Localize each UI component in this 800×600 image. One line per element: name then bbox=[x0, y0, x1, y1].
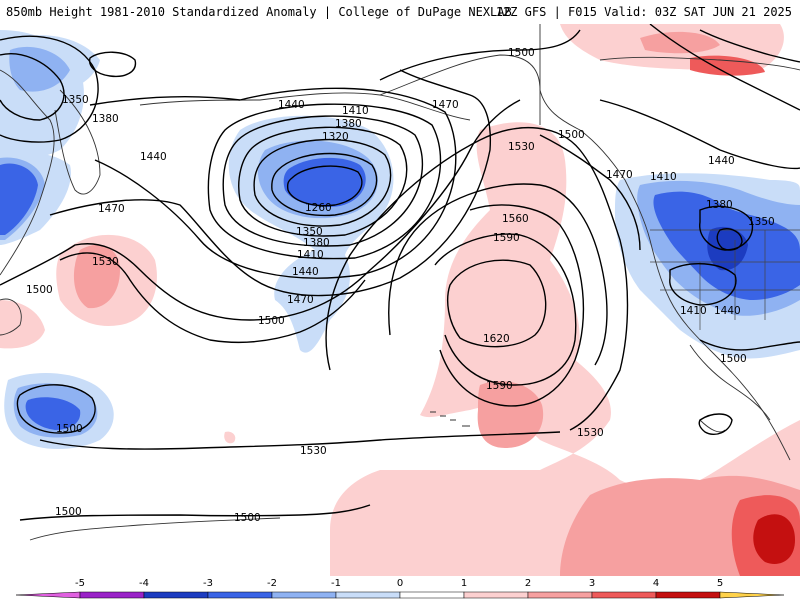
colorbar-segment bbox=[207, 591, 273, 599]
colorbar-tick-label: -1 bbox=[331, 578, 341, 589]
contour-label: 1440 bbox=[714, 305, 741, 317]
contour-label: 1500 bbox=[26, 284, 53, 296]
contour-label: 1530 bbox=[92, 256, 119, 268]
state-borders bbox=[650, 229, 800, 330]
colorbar-tick-label: -2 bbox=[267, 578, 277, 589]
colorbar-ticks: -5 -4 -3 -2 -1 0 1 2 3 4 5 bbox=[75, 578, 723, 589]
contour-label: 1470 bbox=[606, 169, 633, 181]
contour-label: 1470 bbox=[432, 99, 459, 111]
contour-label: 1260 bbox=[305, 202, 332, 214]
contour-label: 1410 bbox=[650, 171, 677, 183]
contour-label: 1350 bbox=[748, 216, 775, 228]
colorbar-segment bbox=[591, 591, 657, 599]
colorbar-tick-label: 2 bbox=[525, 578, 531, 589]
contour-label: 1410 bbox=[680, 305, 707, 317]
colorbar-low-arrow bbox=[15, 591, 81, 599]
contour-label: 1380 bbox=[303, 237, 330, 249]
colorbar-segments bbox=[15, 591, 785, 599]
contour-label: 1380 bbox=[706, 199, 733, 211]
contour-label: 1530 bbox=[300, 445, 327, 457]
anomaly-colorbar: -5 -4 -3 -2 -1 0 1 2 3 4 5 bbox=[0, 576, 800, 600]
contour-labels: 1350 1380 1440 1470 1500 1530 1320 1380 … bbox=[26, 47, 775, 524]
colorbar-tick-label: -5 bbox=[75, 578, 85, 589]
contour-label: 1500 bbox=[234, 512, 261, 524]
colorbar-segment bbox=[399, 591, 465, 599]
map-title: 850mb Height 1981-2010 Standardized Anom… bbox=[6, 5, 512, 19]
positive-anomaly-shading bbox=[0, 24, 800, 576]
contour-label: 1440 bbox=[278, 99, 305, 111]
contour-label: 1590 bbox=[493, 232, 520, 244]
colorbar-segment bbox=[527, 591, 593, 599]
contour-label: 1350 bbox=[296, 226, 323, 238]
colorbar-tick-label: 4 bbox=[653, 578, 659, 589]
contour-label: 1410 bbox=[342, 105, 369, 117]
contour-label: 1380 bbox=[92, 113, 119, 125]
colorbar-segment bbox=[271, 591, 337, 599]
colorbar-tick-label: 1 bbox=[461, 578, 467, 589]
colorbar-segment bbox=[335, 591, 401, 599]
contour-label: 1440 bbox=[292, 266, 319, 278]
contour-label: 1560 bbox=[502, 213, 529, 225]
colorbar-segment bbox=[79, 591, 145, 599]
contour-label: 1620 bbox=[483, 333, 510, 345]
map-header: 850mb Height 1981-2010 Standardized Anom… bbox=[0, 0, 800, 24]
colorbar-tick-label: -4 bbox=[139, 578, 149, 589]
contour-label: 1500 bbox=[720, 353, 747, 365]
colorbar-segment bbox=[143, 591, 209, 599]
contour-label: 1470 bbox=[287, 294, 314, 306]
colorbar-tick-label: 0 bbox=[397, 578, 403, 589]
colorbar-tick-label: 5 bbox=[717, 578, 723, 589]
anomaly-map: 1350 1380 1440 1470 1500 1530 1320 1380 … bbox=[0, 24, 800, 576]
contour-label: 1530 bbox=[577, 427, 604, 439]
contour-label: 1500 bbox=[508, 47, 535, 59]
colorbar-segment bbox=[463, 591, 529, 599]
model-run-info: 12Z GFS | F015 Valid: 03Z SAT JUN 21 202… bbox=[495, 5, 792, 19]
negative-anomaly-shading bbox=[0, 30, 800, 449]
contour-label: 1500 bbox=[56, 423, 83, 435]
contour-label: 1440 bbox=[140, 151, 167, 163]
contour-label: 1590 bbox=[486, 380, 513, 392]
contour-label: 1410 bbox=[297, 249, 324, 261]
contour-label: 1530 bbox=[508, 141, 535, 153]
contour-label: 1380 bbox=[335, 118, 362, 130]
colorbar-tick-label: -3 bbox=[203, 578, 213, 589]
colorbar-segment bbox=[655, 591, 721, 599]
contour-label: 1350 bbox=[62, 94, 89, 106]
contour-label: 1500 bbox=[55, 506, 82, 518]
colorbar-tick-label: 3 bbox=[589, 578, 595, 589]
contour-label: 1500 bbox=[258, 315, 285, 327]
contour-label: 1320 bbox=[322, 131, 349, 143]
contour-label: 1470 bbox=[98, 203, 125, 215]
coastlines bbox=[0, 24, 800, 541]
contour-label: 1440 bbox=[708, 155, 735, 167]
colorbar-high-arrow bbox=[719, 591, 785, 599]
contour-label: 1500 bbox=[558, 129, 585, 141]
height-contours bbox=[0, 24, 800, 521]
